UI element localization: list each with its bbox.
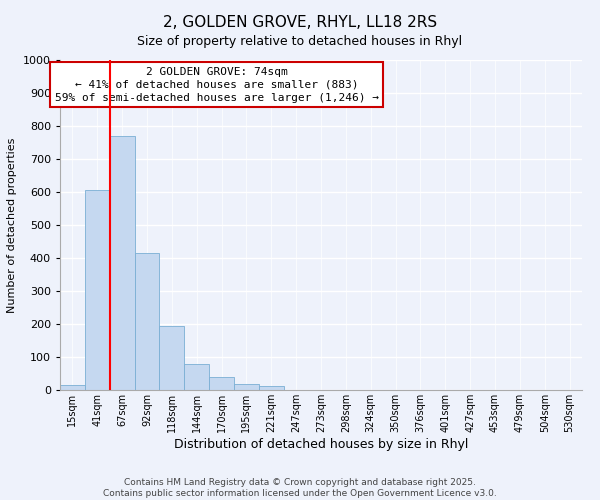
Bar	[259, 386, 284, 390]
Text: Size of property relative to detached houses in Rhyl: Size of property relative to detached ho…	[137, 35, 463, 48]
Bar	[184, 364, 209, 390]
Text: 2, GOLDEN GROVE, RHYL, LL18 2RS: 2, GOLDEN GROVE, RHYL, LL18 2RS	[163, 15, 437, 30]
Bar	[110, 136, 134, 390]
Text: 2 GOLDEN GROVE: 74sqm
← 41% of detached houses are smaller (883)
59% of semi-det: 2 GOLDEN GROVE: 74sqm ← 41% of detached …	[55, 66, 379, 103]
Bar	[85, 190, 110, 390]
Bar	[134, 253, 160, 390]
Y-axis label: Number of detached properties: Number of detached properties	[7, 138, 17, 312]
Text: Contains HM Land Registry data © Crown copyright and database right 2025.
Contai: Contains HM Land Registry data © Crown c…	[103, 478, 497, 498]
Bar	[60, 385, 85, 390]
Bar	[209, 377, 234, 390]
X-axis label: Distribution of detached houses by size in Rhyl: Distribution of detached houses by size …	[174, 438, 468, 450]
Bar	[160, 326, 184, 390]
Bar	[234, 384, 259, 390]
